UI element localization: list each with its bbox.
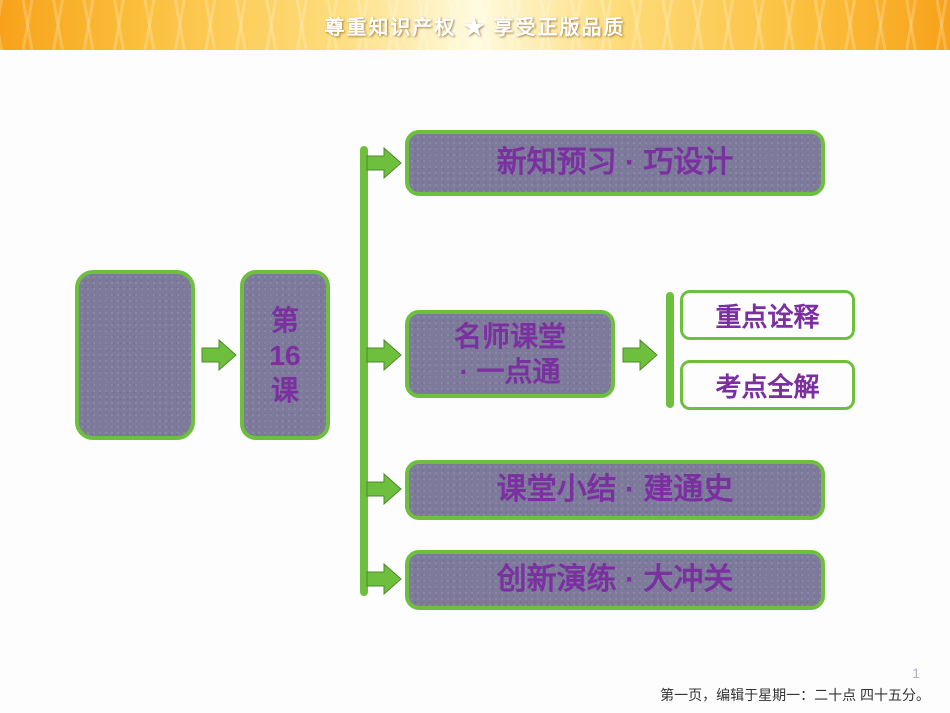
node-2-label: 名师课堂· 一点通	[454, 319, 566, 389]
top-banner: 尊重知识产权 ★ 享受正版品质	[0, 0, 950, 50]
node-lesson: 第16课	[240, 270, 330, 440]
subnode-2: 考点全解	[680, 360, 855, 410]
node-4-label: 创新演练 · 大冲关	[497, 561, 734, 599]
footer-text: 第一页，编辑于星期一：二十点 四十五分。	[660, 685, 930, 705]
arrow-0	[201, 338, 237, 372]
node-4: 创新演练 · 大冲关	[405, 550, 825, 610]
vbar-sub	[666, 292, 674, 408]
node-3: 课堂小结 · 建通史	[405, 460, 825, 520]
node-1: 新知预习 · 巧设计	[405, 130, 825, 196]
arrow-4	[366, 562, 402, 596]
arrow-1	[366, 146, 402, 180]
node-1-label: 新知预习 · 巧设计	[497, 144, 734, 182]
node-3-label: 课堂小结 · 建通史	[497, 471, 734, 509]
arrow-5	[622, 338, 658, 372]
subnode-2-label: 考点全解	[715, 367, 819, 404]
node-lesson-label: 第16课	[269, 303, 300, 408]
banner-text: 尊重知识产权 ★ 享受正版品质	[324, 11, 625, 40]
page-number: 1	[912, 665, 920, 681]
node-2: 名师课堂· 一点通	[405, 310, 615, 398]
arrow-2	[366, 338, 402, 372]
subnode-1-label: 重点诠释	[715, 297, 819, 334]
arrow-3	[366, 472, 402, 506]
subnode-1: 重点诠释	[680, 290, 855, 340]
node-root	[75, 270, 195, 440]
